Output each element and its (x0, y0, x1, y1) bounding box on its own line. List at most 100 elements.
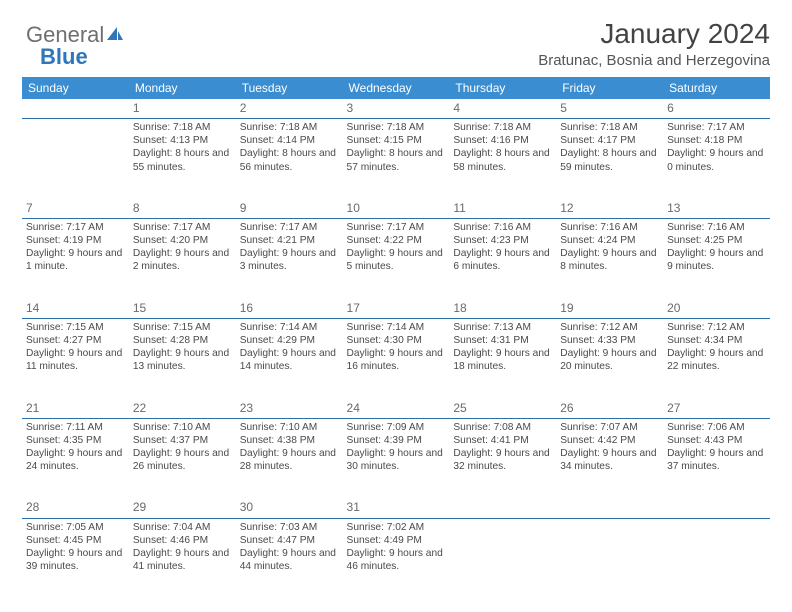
day-cell: Sunrise: 7:18 AMSunset: 4:14 PMDaylight:… (236, 119, 343, 199)
day-number-cell: 16 (236, 299, 343, 319)
sunset-text: Sunset: 4:49 PM (347, 534, 446, 547)
sunset-text: Sunset: 4:34 PM (667, 334, 766, 347)
day-cell: Sunrise: 7:10 AMSunset: 4:38 PMDaylight:… (236, 418, 343, 498)
day-number-cell: 7 (22, 199, 129, 219)
day-number: 30 (240, 500, 339, 516)
day-cell: Sunrise: 7:18 AMSunset: 4:16 PMDaylight:… (449, 119, 556, 199)
sunset-text: Sunset: 4:33 PM (560, 334, 659, 347)
day-cell (663, 518, 770, 598)
daylight-text: Daylight: 8 hours and 57 minutes. (347, 147, 446, 173)
sunrise-text: Sunrise: 7:10 AM (240, 421, 339, 434)
day-cell: Sunrise: 7:14 AMSunset: 4:29 PMDaylight:… (236, 319, 343, 399)
day-number-row: 14151617181920 (22, 299, 770, 319)
daylight-text: Daylight: 9 hours and 13 minutes. (133, 347, 232, 373)
day-number: 8 (133, 201, 232, 217)
sunset-text: Sunset: 4:39 PM (347, 434, 446, 447)
sunset-text: Sunset: 4:30 PM (347, 334, 446, 347)
day-number-cell: 1 (129, 99, 236, 119)
sunrise-text: Sunrise: 7:17 AM (347, 221, 446, 234)
daylight-text: Daylight: 9 hours and 8 minutes. (560, 247, 659, 273)
day-number-cell: 27 (663, 399, 770, 419)
day-number: 6 (667, 101, 766, 117)
day-number: 22 (133, 401, 232, 417)
sunrise-text: Sunrise: 7:12 AM (667, 321, 766, 334)
weekday-header: Tuesday (236, 77, 343, 99)
sunrise-text: Sunrise: 7:16 AM (560, 221, 659, 234)
sunset-text: Sunset: 4:18 PM (667, 134, 766, 147)
day-cell (556, 518, 663, 598)
sunrise-text: Sunrise: 7:03 AM (240, 521, 339, 534)
month-title: January 2024 (22, 18, 770, 50)
daylight-text: Daylight: 9 hours and 2 minutes. (133, 247, 232, 273)
sunset-text: Sunset: 4:27 PM (26, 334, 125, 347)
day-number-cell: 23 (236, 399, 343, 419)
daylight-text: Daylight: 9 hours and 39 minutes. (26, 547, 125, 573)
daylight-text: Daylight: 9 hours and 24 minutes. (26, 447, 125, 473)
day-number-cell: 18 (449, 299, 556, 319)
day-number: 12 (560, 201, 659, 217)
day-cell: Sunrise: 7:18 AMSunset: 4:17 PMDaylight:… (556, 119, 663, 199)
day-number-cell: 13 (663, 199, 770, 219)
day-number-cell: 21 (22, 399, 129, 419)
daylight-text: Daylight: 9 hours and 32 minutes. (453, 447, 552, 473)
weekday-header-row: Sunday Monday Tuesday Wednesday Thursday… (22, 77, 770, 99)
daylight-text: Daylight: 9 hours and 34 minutes. (560, 447, 659, 473)
sunrise-text: Sunrise: 7:04 AM (133, 521, 232, 534)
sunset-text: Sunset: 4:20 PM (133, 234, 232, 247)
day-number: 25 (453, 401, 552, 417)
weekday-header: Monday (129, 77, 236, 99)
sunset-text: Sunset: 4:43 PM (667, 434, 766, 447)
day-cell: Sunrise: 7:02 AMSunset: 4:49 PMDaylight:… (343, 518, 450, 598)
sunset-text: Sunset: 4:41 PM (453, 434, 552, 447)
day-content-row: Sunrise: 7:15 AMSunset: 4:27 PMDaylight:… (22, 319, 770, 399)
sunrise-text: Sunrise: 7:17 AM (240, 221, 339, 234)
day-number: 11 (453, 201, 552, 217)
sunrise-text: Sunrise: 7:18 AM (453, 121, 552, 134)
daylight-text: Daylight: 9 hours and 9 minutes. (667, 247, 766, 273)
day-number: 28 (26, 500, 125, 516)
day-number-cell: 31 (343, 498, 450, 518)
daylight-text: Daylight: 9 hours and 30 minutes. (347, 447, 446, 473)
daylight-text: Daylight: 9 hours and 5 minutes. (347, 247, 446, 273)
sunrise-text: Sunrise: 7:14 AM (347, 321, 446, 334)
day-number-cell: 5 (556, 99, 663, 119)
sunset-text: Sunset: 4:21 PM (240, 234, 339, 247)
day-number: 1 (133, 101, 232, 117)
day-number-cell: 20 (663, 299, 770, 319)
daylight-text: Daylight: 9 hours and 14 minutes. (240, 347, 339, 373)
sunrise-text: Sunrise: 7:17 AM (26, 221, 125, 234)
day-content-row: Sunrise: 7:17 AMSunset: 4:19 PMDaylight:… (22, 219, 770, 299)
brand-sail-icon (106, 22, 124, 48)
day-number-cell: 11 (449, 199, 556, 219)
day-number: 19 (560, 301, 659, 317)
day-number: 9 (240, 201, 339, 217)
day-number-cell: 2 (236, 99, 343, 119)
daylight-text: Daylight: 9 hours and 41 minutes. (133, 547, 232, 573)
day-number: 14 (26, 301, 125, 317)
weekday-header: Wednesday (343, 77, 450, 99)
daylight-text: Daylight: 8 hours and 56 minutes. (240, 147, 339, 173)
sunset-text: Sunset: 4:19 PM (26, 234, 125, 247)
day-number-row: 28293031 (22, 498, 770, 518)
day-number-cell (449, 498, 556, 518)
day-content-row: Sunrise: 7:11 AMSunset: 4:35 PMDaylight:… (22, 418, 770, 498)
daylight-text: Daylight: 9 hours and 28 minutes. (240, 447, 339, 473)
day-number: 21 (26, 401, 125, 417)
weekday-header: Thursday (449, 77, 556, 99)
day-number: 7 (26, 201, 125, 217)
day-number-cell: 6 (663, 99, 770, 119)
day-number: 24 (347, 401, 446, 417)
sunrise-text: Sunrise: 7:18 AM (347, 121, 446, 134)
day-cell: Sunrise: 7:18 AMSunset: 4:15 PMDaylight:… (343, 119, 450, 199)
sunrise-text: Sunrise: 7:16 AM (453, 221, 552, 234)
daylight-text: Daylight: 9 hours and 6 minutes. (453, 247, 552, 273)
day-number-cell: 19 (556, 299, 663, 319)
day-cell: Sunrise: 7:03 AMSunset: 4:47 PMDaylight:… (236, 518, 343, 598)
daylight-text: Daylight: 9 hours and 3 minutes. (240, 247, 339, 273)
day-cell: Sunrise: 7:17 AMSunset: 4:20 PMDaylight:… (129, 219, 236, 299)
day-number: 26 (560, 401, 659, 417)
daylight-text: Daylight: 8 hours and 59 minutes. (560, 147, 659, 173)
sunset-text: Sunset: 4:14 PM (240, 134, 339, 147)
day-cell: Sunrise: 7:14 AMSunset: 4:30 PMDaylight:… (343, 319, 450, 399)
day-number-cell: 28 (22, 498, 129, 518)
